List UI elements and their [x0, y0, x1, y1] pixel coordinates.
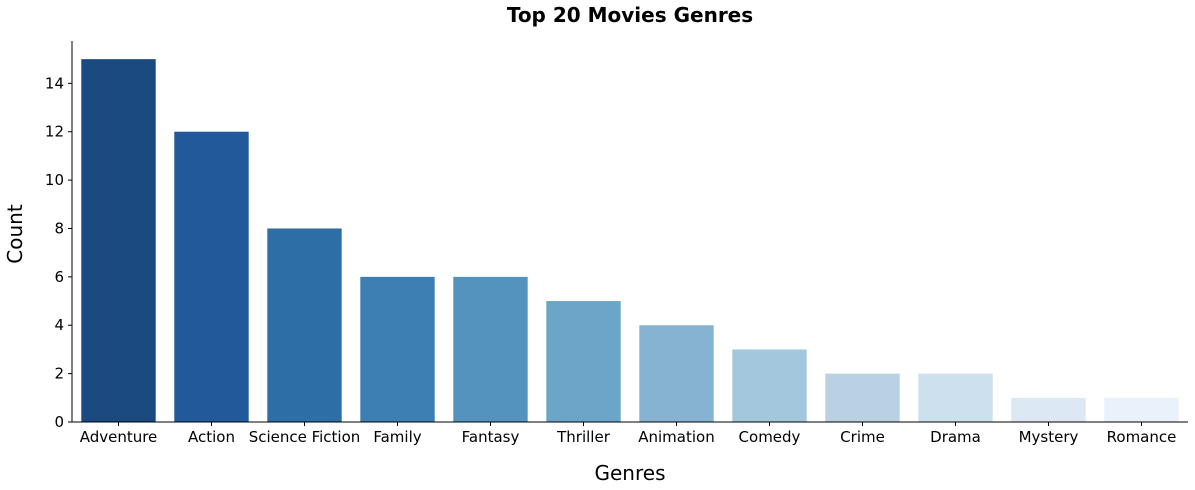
- x-tick-label: Adventure: [80, 428, 158, 446]
- y-axis-label: Count: [3, 204, 27, 264]
- x-axis-ticks: Adventure Action Science Fiction Family Fant…: [80, 422, 1177, 446]
- bar-family: [360, 276, 435, 422]
- bar-science-fiction: [267, 228, 342, 422]
- x-tick-label: Fantasy: [462, 428, 520, 446]
- x-tick-label: Crime: [840, 428, 885, 446]
- x-tick-label: Action: [188, 428, 235, 446]
- bar-fantasy: [453, 276, 528, 422]
- x-tick-label: Mystery: [1019, 428, 1079, 446]
- bar-mystery: [1011, 397, 1086, 422]
- y-tick-label: 4: [54, 316, 64, 334]
- y-tick-label: 14: [45, 74, 64, 92]
- y-axis-ticks: 0 2 4 6 8 10 12 14: [45, 74, 72, 431]
- bar-comedy: [732, 349, 807, 422]
- x-tick-label: Drama: [930, 428, 981, 446]
- bar-drama: [918, 373, 993, 422]
- bar-romance: [1104, 397, 1179, 422]
- y-tick-label: 10: [45, 171, 64, 189]
- bar-thriller: [546, 301, 621, 422]
- bar-crime: [825, 373, 900, 422]
- x-tick-label: Comedy: [739, 428, 801, 446]
- chart-title: Top 20 Movies Genres: [507, 3, 753, 27]
- y-tick-label: 2: [54, 365, 64, 383]
- y-tick-label: 6: [54, 268, 64, 286]
- bar-group: [81, 59, 1179, 423]
- bar-animation: [639, 325, 714, 422]
- x-tick-label: Science Fiction: [249, 428, 361, 446]
- x-tick-label: Family: [373, 428, 421, 446]
- x-tick-label: Thriller: [556, 428, 611, 446]
- bar-action: [174, 131, 249, 422]
- y-tick-label: 8: [54, 219, 64, 237]
- y-tick-label: 0: [54, 413, 64, 431]
- y-tick-label: 12: [45, 123, 64, 141]
- bar-adventure: [81, 59, 156, 423]
- x-tick-label: Romance: [1107, 428, 1177, 446]
- x-tick-label: Animation: [638, 428, 714, 446]
- x-axis-label: Genres: [595, 461, 666, 485]
